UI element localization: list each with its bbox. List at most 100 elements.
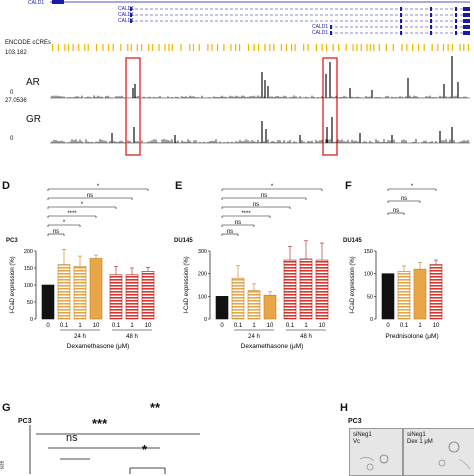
y-tick-label: 200 [198,272,207,278]
ccre-mark [338,44,340,51]
panel-g-sig-4: * [142,442,148,457]
bar [109,274,123,320]
sig-label: * [63,220,66,226]
ar-track-min: 0 [10,90,14,96]
ccre-mark [264,44,266,51]
x-tick-label: 10 [93,323,100,329]
y-tick-label: 100 [24,283,33,289]
sig-label: * [411,184,414,190]
micrograph-dexamethasone: siNeg1 Dex 1 μM [403,428,474,476]
gene-exon-end [463,7,470,11]
ccre-mark [207,44,209,51]
ccre-mark [68,44,70,51]
ccre-mark [332,44,334,51]
group-label: 48 h [126,334,138,340]
sig-label: ns [401,196,407,202]
sig-label: ns [393,208,399,214]
ccre-mark [417,44,420,51]
panel-f-letter: F [345,180,352,192]
ccre-mark [95,44,98,51]
ccre-mark [459,44,461,51]
ccre-mark [412,44,414,51]
sig-label: **** [67,211,77,217]
sig-label: ns [235,220,241,226]
ccre-mark [392,44,394,51]
x-tick-label: 1 [78,323,82,329]
ccre-mark [152,44,154,51]
ccre-mark [269,44,271,51]
x-tick-label: 0.1 [286,323,295,329]
ccre-mark [130,44,132,51]
gene-exon [130,13,132,17]
ccre-mark [107,44,110,51]
x-axis-title: Dexamethasone (μM) [67,343,130,350]
y-tick-label: 100 [198,294,207,300]
ccre-mark [401,44,403,51]
y-tick-label: 50 [367,294,373,300]
ccre-mark [192,44,195,51]
x-tick-label: 0.1 [60,323,69,329]
gene-exon [400,25,402,29]
y-tick-label: 0 [204,317,207,323]
ccre-mark [385,44,387,51]
x-tick-label: 1 [130,323,134,329]
bar [413,268,427,320]
x-tick-label: 0 [46,323,50,329]
gene-row-label: CALD1 [118,18,135,24]
gene-exon-end [463,31,470,35]
panel-g-sig-3: ns [66,432,78,444]
ccre-mark [235,44,237,51]
ccre-mark [285,44,288,51]
y-tick-label: 300 [198,249,207,255]
x-tick-label: 0.1 [234,323,243,329]
genome-browser [50,0,470,156]
panel-g-sig-1: ** [150,400,161,415]
ccre-mark [447,44,449,51]
micrograph-vehicle-label: siNeg1 Vc [353,432,372,445]
highlight-box-2 [322,57,338,156]
bar [429,264,443,320]
bar [125,274,139,320]
ccre-mark [112,44,114,51]
x-tick-label: 10 [319,323,326,329]
y-tick-label: 0 [370,317,373,323]
gene-exon [430,7,432,11]
gene-exon [430,25,432,29]
gene-exon-start [52,0,64,4]
ccre-mark [148,44,150,51]
bar [215,296,229,320]
ccre-mark [180,44,182,51]
ccre-mark [294,44,296,51]
ccre-mark [326,44,328,51]
ccre-mark [352,44,354,51]
gr-track-min: 0 [10,136,14,142]
panel-g-plot [29,425,200,474]
ccre-mark [369,44,372,51]
gene-exon [455,25,457,29]
y-tick-label: 150 [24,266,33,272]
x-tick-label: 0.1 [112,323,121,329]
y-axis-label: I-CaD expression (%) [10,256,16,313]
y-axis-label: I-CaD expression (%) [184,256,190,313]
gene-row-label: CALD1 [28,0,45,6]
x-tick-label: 10 [145,323,152,329]
bar [263,294,277,320]
x-tick-label: 1 [252,323,256,329]
y-tick-label: 150 [364,249,373,255]
x-tick-label: 10 [433,323,440,329]
ccre-mark [168,44,170,51]
ccre-mark [307,44,309,51]
bar [141,271,155,320]
sig-label: ns [261,193,267,199]
gene-exon-end [463,13,470,17]
bar [73,266,87,320]
sig-label: * [97,184,100,190]
ar-track-max: 103.182 [5,50,27,56]
panel-h-letter: H [340,402,348,414]
x-axis-title: Prednisolone (μM) [385,333,438,340]
ccre-mark [273,44,275,51]
ccre-mark [72,44,74,51]
group-label: 48 h [300,334,312,340]
bar [299,258,313,320]
x-tick-label: 0.1 [400,323,409,329]
